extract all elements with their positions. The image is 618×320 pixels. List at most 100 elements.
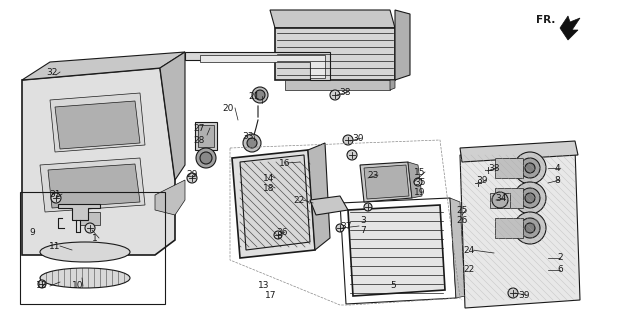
Circle shape <box>243 134 261 152</box>
Ellipse shape <box>40 268 130 288</box>
Circle shape <box>343 135 353 145</box>
Text: 22: 22 <box>464 266 475 275</box>
Polygon shape <box>22 52 185 80</box>
Text: 30: 30 <box>352 133 364 142</box>
Circle shape <box>364 203 372 211</box>
Circle shape <box>51 193 61 203</box>
Circle shape <box>196 148 216 168</box>
Bar <box>495 218 523 238</box>
Circle shape <box>520 158 540 178</box>
Circle shape <box>514 212 546 244</box>
Text: 38: 38 <box>339 87 351 97</box>
Circle shape <box>200 152 212 164</box>
Text: 4: 4 <box>554 164 560 172</box>
Text: 37: 37 <box>341 221 352 230</box>
Polygon shape <box>58 204 100 220</box>
Circle shape <box>187 173 197 183</box>
Circle shape <box>85 223 95 233</box>
Circle shape <box>520 188 540 208</box>
Circle shape <box>525 223 535 233</box>
Text: 19: 19 <box>414 188 426 196</box>
Text: 2: 2 <box>557 253 563 262</box>
Polygon shape <box>240 155 310 250</box>
Circle shape <box>525 223 535 233</box>
Bar <box>490 193 510 208</box>
Circle shape <box>520 218 540 238</box>
Circle shape <box>508 288 518 298</box>
Polygon shape <box>390 80 395 90</box>
Circle shape <box>520 188 540 208</box>
Polygon shape <box>200 55 325 78</box>
Text: 36: 36 <box>276 228 288 236</box>
Text: 23: 23 <box>367 171 379 180</box>
Polygon shape <box>285 80 390 90</box>
Text: 9: 9 <box>29 228 35 236</box>
Polygon shape <box>48 164 140 208</box>
Text: 12: 12 <box>36 282 48 291</box>
Circle shape <box>520 218 540 238</box>
Polygon shape <box>155 180 185 215</box>
Polygon shape <box>22 68 175 255</box>
Circle shape <box>252 87 268 103</box>
Polygon shape <box>270 10 395 28</box>
Text: 24: 24 <box>464 245 475 254</box>
Text: 15: 15 <box>414 167 426 177</box>
Text: 17: 17 <box>265 291 277 300</box>
Circle shape <box>514 182 546 214</box>
Polygon shape <box>50 93 145 152</box>
Bar <box>495 218 523 238</box>
Circle shape <box>492 192 508 208</box>
Circle shape <box>347 150 357 160</box>
Polygon shape <box>310 196 348 215</box>
Bar <box>495 158 523 178</box>
Text: 22: 22 <box>294 196 305 204</box>
Text: 13: 13 <box>258 281 269 290</box>
Bar <box>195 122 217 150</box>
Polygon shape <box>450 198 465 298</box>
Circle shape <box>514 152 546 184</box>
Text: FR.: FR. <box>536 15 556 25</box>
Circle shape <box>473 178 483 188</box>
Text: 21: 21 <box>248 92 260 100</box>
Polygon shape <box>40 158 145 212</box>
Text: 39: 39 <box>476 175 488 185</box>
Bar <box>20 192 165 304</box>
Bar <box>198 125 214 147</box>
Text: 26: 26 <box>456 215 468 225</box>
Text: 1: 1 <box>92 234 98 243</box>
Text: 6: 6 <box>557 266 563 275</box>
Circle shape <box>38 280 46 288</box>
Circle shape <box>483 165 493 175</box>
Text: 38: 38 <box>488 164 500 172</box>
Circle shape <box>525 163 535 173</box>
Text: 31: 31 <box>49 189 61 198</box>
Circle shape <box>525 193 535 203</box>
Circle shape <box>525 163 535 173</box>
Text: 27: 27 <box>193 124 205 132</box>
Polygon shape <box>460 148 580 308</box>
Bar <box>495 188 523 208</box>
Polygon shape <box>80 212 100 225</box>
Text: 8: 8 <box>554 175 560 185</box>
Polygon shape <box>364 165 409 199</box>
Polygon shape <box>560 16 580 40</box>
Bar <box>495 158 523 178</box>
Polygon shape <box>160 52 185 180</box>
Polygon shape <box>55 101 140 149</box>
Ellipse shape <box>40 242 130 262</box>
Text: 11: 11 <box>49 242 61 251</box>
Text: 28: 28 <box>193 135 205 145</box>
Text: 20: 20 <box>222 103 234 113</box>
Circle shape <box>330 90 340 100</box>
Polygon shape <box>275 28 395 80</box>
Circle shape <box>525 193 535 203</box>
Polygon shape <box>360 162 412 202</box>
Polygon shape <box>348 205 445 296</box>
Polygon shape <box>185 52 330 80</box>
Circle shape <box>247 138 257 148</box>
Circle shape <box>514 212 546 244</box>
Polygon shape <box>460 141 578 162</box>
Circle shape <box>274 231 282 239</box>
Text: 7: 7 <box>360 226 366 235</box>
Polygon shape <box>408 162 422 198</box>
